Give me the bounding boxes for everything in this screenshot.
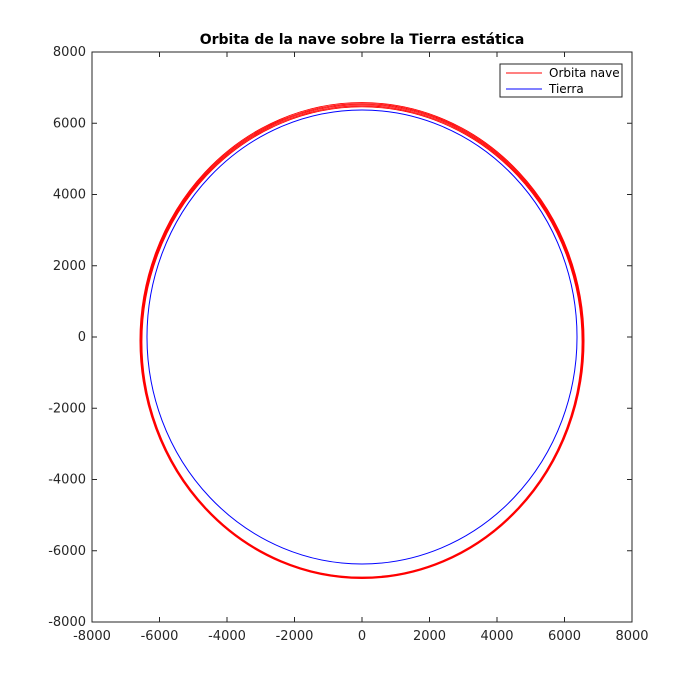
plot-frame: [91, 51, 633, 623]
legend: Orbita nave Tierra: [499, 63, 623, 98]
earth-circle: [146, 109, 578, 565]
legend-box: [499, 63, 623, 98]
series-tierra: [146, 109, 578, 565]
series-group: [139, 102, 585, 579]
y-tick-label: 4000: [53, 188, 86, 203]
plot-area: [139, 102, 585, 579]
x-tick-label: 8000: [615, 629, 648, 644]
x-tick-label: -4000: [208, 629, 246, 644]
legend-label-orbita: Orbita nave: [549, 66, 620, 80]
y-tick-label: 2000: [53, 259, 86, 274]
y-tick-label: -2000: [48, 401, 86, 416]
y-tick-label: 8000: [53, 45, 86, 60]
y-tick-label: -4000: [48, 473, 86, 488]
y-tick-label: -6000: [48, 544, 86, 559]
legend-label-tierra: Tierra: [548, 82, 584, 96]
y-tick-label: -8000: [48, 615, 86, 630]
x-tick-label: 2000: [413, 629, 446, 644]
x-tick-label: 6000: [548, 629, 581, 644]
y-tick-label: 6000: [53, 116, 86, 131]
x-tick-label: -2000: [276, 629, 314, 644]
x-tick-label: -8000: [73, 629, 111, 644]
y-tick-label: 0: [78, 330, 86, 345]
x-tick-label: -6000: [141, 629, 179, 644]
x-tick-label: 4000: [480, 629, 513, 644]
tick-labels-group: -8000 -6000 -4000 -2000 0 2000 4000 6000 8000 -80…: [48, 45, 648, 644]
series-orbita-nave: [139, 102, 585, 579]
tick-marks-group: [91, 51, 633, 623]
orbit-loop: [139, 102, 585, 579]
chart-title: Orbita de la nave sobre la Tierra estáti…: [200, 32, 525, 48]
x-tick-label: 0: [358, 629, 366, 644]
